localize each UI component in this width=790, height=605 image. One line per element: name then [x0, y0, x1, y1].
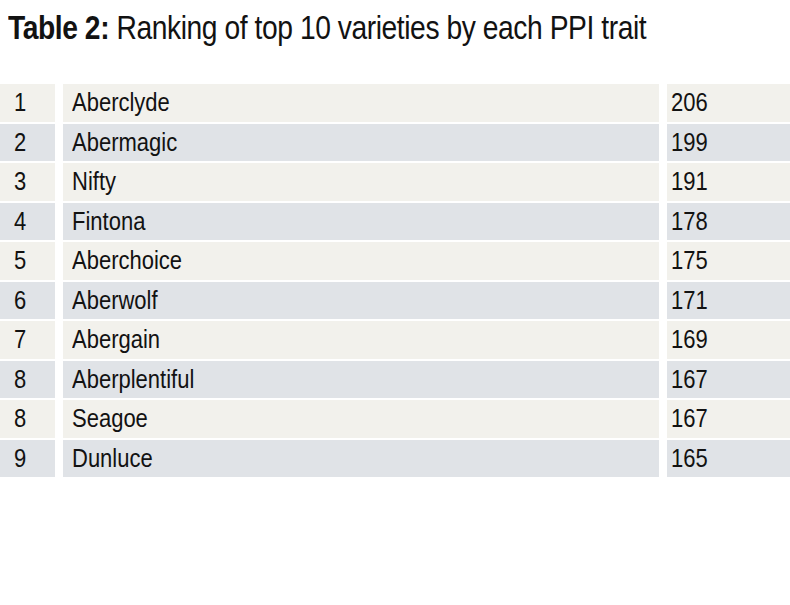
trait-value: 175	[671, 246, 708, 275]
rank-cell: 7	[0, 321, 63, 359]
variety-name: Aberwolf	[72, 286, 158, 315]
rank-value: 6	[14, 286, 26, 315]
trait-value: 191	[671, 167, 708, 196]
table-row: 6 Aberwolf 171	[0, 282, 790, 322]
rank-value: 3	[14, 167, 26, 196]
table-row: 2 Abermagic 199	[0, 124, 790, 164]
trait-value: 167	[671, 404, 708, 433]
rank-value: 1	[14, 88, 26, 117]
rank-value: 7	[14, 325, 26, 354]
trait-value: 171	[671, 286, 708, 315]
variety-cell: Abermagic	[63, 124, 667, 162]
rank-cell: 3	[0, 163, 63, 201]
variety-cell: Aberchoice	[63, 242, 667, 280]
trait-value: 178	[671, 207, 708, 236]
value-cell: 206	[667, 84, 790, 122]
page: Table 2: Ranking of top 10 varieties by …	[0, 0, 790, 605]
variety-name: Dunluce	[72, 444, 153, 473]
value-cell: 199	[667, 124, 790, 162]
variety-cell: Aberclyde	[63, 84, 667, 122]
table-caption-label: Table 2:	[8, 9, 109, 46]
table-row: 1 Aberclyde 206	[0, 84, 790, 124]
rank-cell: 1	[0, 84, 63, 122]
variety-name: Abermagic	[72, 128, 177, 157]
table-row: 4 Fintona 178	[0, 203, 790, 243]
rank-value: 8	[14, 404, 26, 433]
value-cell: 165	[667, 440, 790, 478]
table-row: 8 Aberplentiful 167	[0, 361, 790, 401]
value-cell: 175	[667, 242, 790, 280]
rank-value: 8	[14, 365, 26, 394]
rank-value: 9	[14, 444, 26, 473]
ranking-table: 1 Aberclyde 206 2 Abermagic 199 3 Ni	[0, 84, 790, 479]
variety-cell: Abergain	[63, 321, 667, 359]
trait-value: 167	[671, 365, 708, 394]
variety-name: Aberclyde	[72, 88, 170, 117]
value-cell: 178	[667, 203, 790, 241]
rank-cell: 6	[0, 282, 63, 320]
table-row: 5 Aberchoice 175	[0, 242, 790, 282]
value-cell: 191	[667, 163, 790, 201]
rank-cell: 4	[0, 203, 63, 241]
value-cell: 171	[667, 282, 790, 320]
rank-cell: 8	[0, 361, 63, 399]
variety-cell: Aberwolf	[63, 282, 667, 320]
table-row: 7 Abergain 169	[0, 321, 790, 361]
rank-cell: 2	[0, 124, 63, 162]
trait-value: 165	[671, 444, 708, 473]
variety-cell: Nifty	[63, 163, 667, 201]
trait-value: 199	[671, 128, 708, 157]
trait-value: 169	[671, 325, 708, 354]
variety-name: Fintona	[72, 207, 145, 236]
variety-name: Nifty	[72, 167, 116, 196]
value-cell: 167	[667, 361, 790, 399]
trait-value: 206	[671, 88, 708, 117]
rank-value: 5	[14, 246, 26, 275]
variety-name: Aberchoice	[72, 246, 182, 275]
variety-cell: Dunluce	[63, 440, 667, 478]
table-row: 8 Seagoe 167	[0, 400, 790, 440]
value-cell: 169	[667, 321, 790, 359]
rank-cell: 8	[0, 400, 63, 438]
table-caption: Table 2: Ranking of top 10 varieties by …	[8, 8, 646, 48]
table-caption-text: Ranking of top 10 varieties by each PPI …	[117, 9, 647, 46]
variety-name: Aberplentiful	[72, 365, 194, 394]
variety-name: Seagoe	[72, 404, 148, 433]
variety-cell: Fintona	[63, 203, 667, 241]
table-row: 9 Dunluce 165	[0, 440, 790, 480]
variety-cell: Seagoe	[63, 400, 667, 438]
rank-value: 2	[14, 128, 26, 157]
rank-value: 4	[14, 207, 26, 236]
value-cell: 167	[667, 400, 790, 438]
table-row: 3 Nifty 191	[0, 163, 790, 203]
variety-cell: Aberplentiful	[63, 361, 667, 399]
rank-cell: 5	[0, 242, 63, 280]
variety-name: Abergain	[72, 325, 160, 354]
rank-cell: 9	[0, 440, 63, 478]
